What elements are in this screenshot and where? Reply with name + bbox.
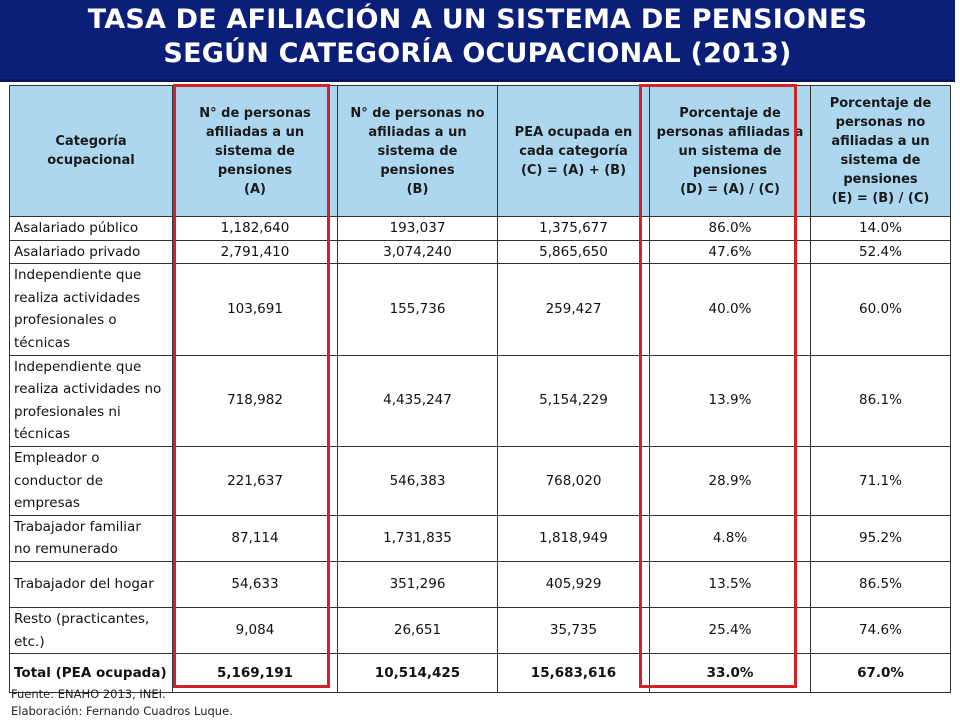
table-header-row: Categoría ocupacional N° de personas afili… — [9, 85, 951, 217]
cell-not-affiliated: 546,383 — [337, 445, 498, 516]
row-category: Independiente que realiza actividades no p… — [9, 354, 173, 447]
page-title-line-2: SEGÚN CATEGORÍA OCUPACIONAL (2013) — [163, 38, 792, 69]
cell-pct-not-affiliated: 14.0% — [810, 216, 951, 241]
header-pct-not-affiliated: Porcentaje de personas no afiliadas a un si… — [810, 85, 951, 217]
header-pct-affiliated: Porcentaje de personas afiliadas a un sist… — [649, 85, 811, 217]
table-row: Empleador o conductor de empresas 221,637 … — [9, 445, 951, 516]
page-title-line-1: TASA DE AFILIACIÓN A UN SISTEMA DE PENSI… — [87, 4, 868, 35]
cell-pct-affiliated: 33.0% — [649, 653, 811, 694]
row-category: Trabajador familiar no remunerado — [9, 514, 173, 562]
cell-not-affiliated: 351,296 — [337, 560, 498, 608]
pension-affiliation-table: Categoría ocupacional N° de personas afili… — [9, 85, 951, 694]
table-row: Asalariado privado 2,791,410 3,074,240 5… — [9, 239, 951, 265]
cell-affiliated: 54,633 — [172, 560, 338, 608]
cell-affiliated: 103,691 — [172, 263, 338, 356]
cell-affiliated: 221,637 — [172, 445, 338, 516]
row-category: Trabajador del hogar — [9, 560, 173, 608]
cell-not-affiliated: 193,037 — [337, 216, 498, 241]
cell-pct-affiliated: 13.9% — [649, 354, 811, 447]
cell-affiliated: 718,982 — [172, 354, 338, 447]
table-row: Trabajador familiar no remunerado 87,114 … — [9, 514, 951, 562]
row-category: Independiente que realiza actividades prof… — [9, 263, 173, 356]
cell-pct-not-affiliated: 74.6% — [810, 606, 951, 655]
cell-pct-not-affiliated: 67.0% — [810, 653, 951, 694]
row-category: Empleador o conductor de empresas — [9, 445, 173, 516]
table-row: Trabajador del hogar 54,633 351,296 405,… — [9, 560, 951, 608]
cell-not-affiliated: 10,514,425 — [337, 653, 498, 694]
cell-not-affiliated: 4,435,247 — [337, 354, 498, 447]
cell-affiliated: 1,182,640 — [172, 216, 338, 241]
cell-not-affiliated: 155,736 — [337, 263, 498, 356]
cell-pct-affiliated: 25.4% — [649, 606, 811, 655]
table-row: Independiente que realiza actividades no p… — [9, 354, 951, 447]
table-row: Independiente que realiza actividades prof… — [9, 263, 951, 356]
cell-pct-affiliated: 28.9% — [649, 445, 811, 516]
author-note: Elaboración: Fernando Cuadros Luque. — [11, 704, 233, 718]
cell-affiliated: 5,169,191 — [172, 653, 338, 694]
cell-pct-not-affiliated: 52.4% — [810, 239, 951, 265]
cell-pct-affiliated: 4.8% — [649, 514, 811, 562]
cell-pea: 768,020 — [497, 445, 650, 516]
header-pea: PEA ocupada en cada categoría (C) = (A) + … — [497, 85, 650, 217]
cell-pct-not-affiliated: 71.1% — [810, 445, 951, 516]
title-banner: TASA DE AFILIACIÓN A UN SISTEMA DE PENSI… — [0, 0, 955, 82]
row-category: Resto (practicantes, etc.) — [9, 606, 173, 655]
cell-pea: 1,375,677 — [497, 216, 650, 241]
row-category: Asalariado privado — [9, 239, 173, 265]
cell-affiliated: 87,114 — [172, 514, 338, 562]
row-category: Asalariado público — [9, 216, 173, 241]
cell-pct-not-affiliated: 60.0% — [810, 263, 951, 356]
cell-pea: 405,929 — [497, 560, 650, 608]
table-row: Asalariado público 1,182,640 193,037 1,3… — [9, 216, 951, 241]
cell-not-affiliated: 3,074,240 — [337, 239, 498, 265]
cell-pea: 1,818,949 — [497, 514, 650, 562]
cell-pea: 259,427 — [497, 263, 650, 356]
cell-affiliated: 2,791,410 — [172, 239, 338, 265]
header-category: Categoría ocupacional — [9, 85, 173, 217]
cell-pct-affiliated: 47.6% — [649, 239, 811, 265]
cell-pct-affiliated: 86.0% — [649, 216, 811, 241]
cell-not-affiliated: 26,651 — [337, 606, 498, 655]
header-not-affiliated: N° de personas no afiliadas a un sistema d… — [337, 85, 498, 217]
cell-not-affiliated: 1,731,835 — [337, 514, 498, 562]
row-category-total: Total (PEA ocupada) — [9, 653, 173, 694]
cell-pct-not-affiliated: 86.1% — [810, 354, 951, 447]
cell-pea: 35,735 — [497, 606, 650, 655]
table-row: Resto (practicantes, etc.) 9,084 26,651 3… — [9, 606, 951, 655]
header-affiliated: N° de personas afiliadas a un sistema de pe… — [172, 85, 338, 217]
cell-affiliated: 9,084 — [172, 606, 338, 655]
cell-pct-not-affiliated: 95.2% — [810, 514, 951, 562]
cell-pea: 5,154,229 — [497, 354, 650, 447]
cell-pct-affiliated: 40.0% — [649, 263, 811, 356]
cell-pea: 15,683,616 — [497, 653, 650, 694]
cell-pct-not-affiliated: 86.5% — [810, 560, 951, 608]
cell-pct-affiliated: 13.5% — [649, 560, 811, 608]
source-note: Fuente: ENAHO 2013, INEI. — [11, 687, 166, 701]
cell-pea: 5,865,650 — [497, 239, 650, 265]
